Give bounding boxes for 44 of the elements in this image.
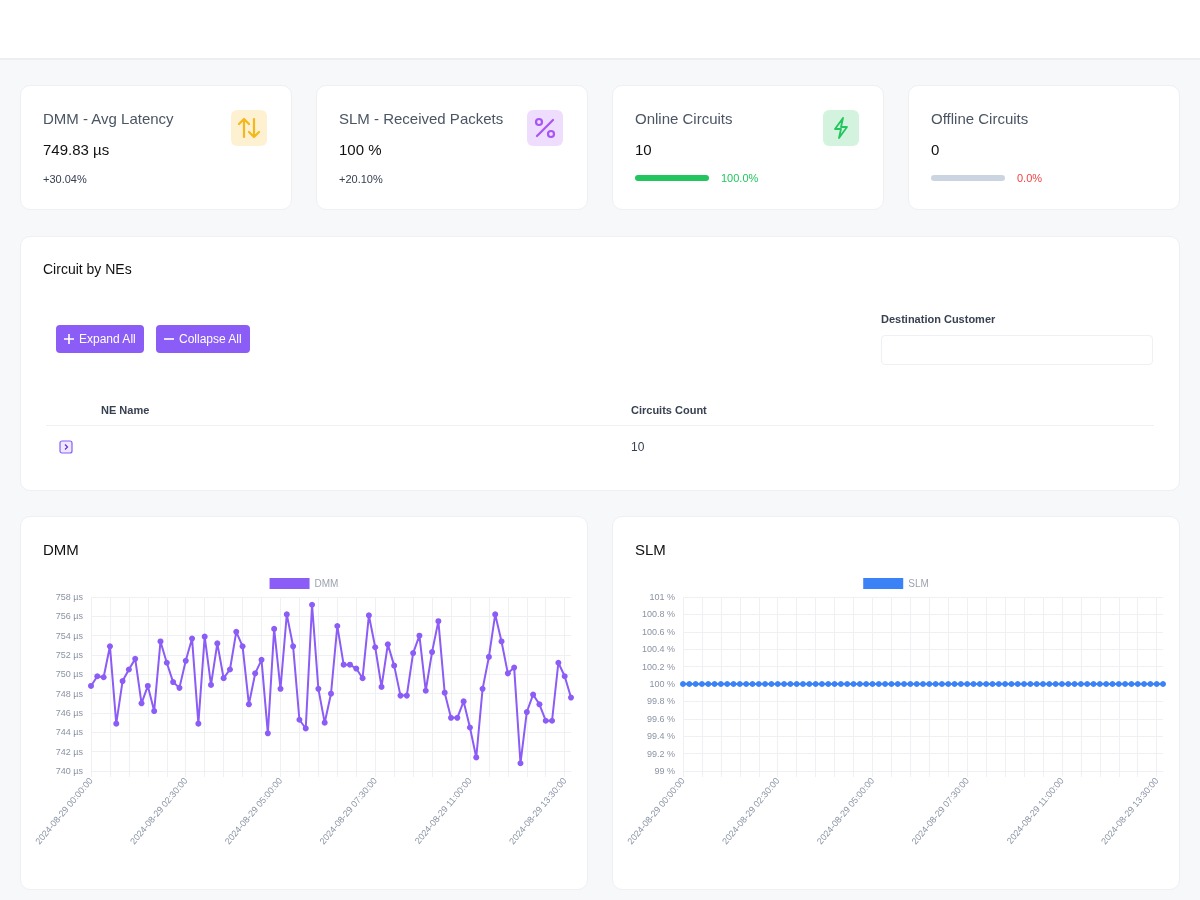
- y-tick-label: 99.2 %: [646, 748, 675, 759]
- legend-label: SLM: [908, 578, 929, 589]
- chart-title: SLM: [635, 541, 666, 558]
- text: NE Name: [101, 404, 150, 416]
- text: 10: [635, 141, 652, 158]
- y-tick-label: 748 µs: [55, 688, 84, 699]
- y-tick-label: 742 µs: [55, 746, 84, 757]
- y-tick-label: 100 %: [649, 679, 675, 689]
- text: Circuit by NEs: [43, 261, 132, 277]
- text: Circuits Count: [631, 404, 707, 416]
- text: Online Circuits: [635, 110, 733, 127]
- y-tick-label: 756 µs: [55, 611, 84, 622]
- y-tick-label: 100.6 %: [641, 626, 675, 637]
- text: 749.83 µs: [43, 141, 110, 158]
- y-tick-label: 99.4 %: [646, 731, 675, 742]
- text: 0.0%: [1017, 172, 1043, 184]
- y-tick-label: 750 µs: [55, 669, 84, 680]
- text: Collapse All: [179, 332, 242, 346]
- y-tick-label: 100.8 %: [641, 609, 675, 620]
- y-tick-label: 752 µs: [55, 650, 84, 660]
- text: +30.04%: [43, 173, 87, 185]
- chart-title: DMM: [43, 541, 79, 558]
- text: Offline Circuits: [931, 110, 1029, 127]
- y-tick-label: 100.2 %: [641, 661, 675, 672]
- text: Expand All: [79, 332, 136, 346]
- legend-label: DMM: [314, 578, 339, 589]
- text: +20.10%: [339, 173, 383, 185]
- text: 100.0%: [721, 172, 759, 184]
- y-tick-label: 758 µs: [55, 592, 84, 602]
- y-tick-label: 99.8 %: [646, 696, 675, 707]
- text: 0: [931, 141, 940, 158]
- y-tick-label: 99.6 %: [646, 713, 675, 724]
- text: DMM - Avg Latency: [43, 110, 174, 127]
- text: Destination Customer: [881, 313, 996, 325]
- y-tick-label: 754 µs: [55, 630, 84, 641]
- text: SLM - Received Packets: [339, 110, 504, 127]
- text: 100 %: [339, 141, 382, 158]
- text: 10: [631, 440, 645, 454]
- y-tick-label: 740 µs: [55, 766, 84, 776]
- y-tick-label: 746 µs: [55, 708, 84, 718]
- y-tick-label: 100.4 %: [641, 644, 675, 655]
- y-tick-label: 99 %: [654, 766, 675, 776]
- y-tick-label: 744 µs: [55, 727, 84, 738]
- y-tick-label: 101 %: [649, 592, 675, 602]
